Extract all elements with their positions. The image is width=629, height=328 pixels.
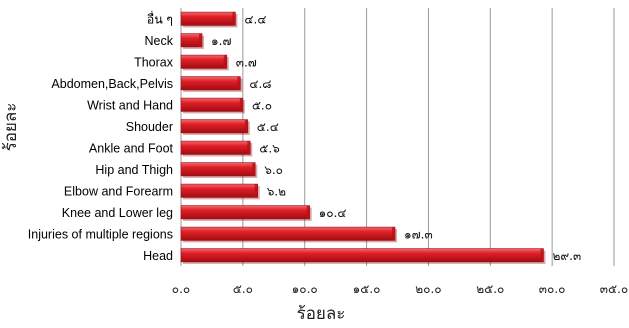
bar xyxy=(180,54,228,69)
x-tick-label: ๓๐.๐ xyxy=(539,282,566,296)
bar-end xyxy=(254,184,258,198)
bar-end xyxy=(540,248,544,262)
bar-end xyxy=(232,12,236,26)
bar-end xyxy=(239,98,243,112)
data-label: ๕.๖ xyxy=(259,141,280,155)
bar xyxy=(180,140,251,155)
category-label: Elbow and Forearm xyxy=(64,184,173,198)
bar xyxy=(180,248,544,263)
data-label: ๔.๘ xyxy=(249,77,271,91)
category-label: Abdomen,Back,Pelvis xyxy=(51,77,173,91)
x-tick-label: ๐.๐ xyxy=(172,282,190,296)
data-label: ๑.๗ xyxy=(211,34,231,48)
category-label: Head xyxy=(143,249,173,263)
data-label: ๖.๒ xyxy=(267,184,286,198)
category-label: Knee and Lower leg xyxy=(62,206,173,220)
bar-end xyxy=(306,205,310,219)
x-tick-label: ๓๕.๐ xyxy=(600,282,628,296)
data-labels: ๔.๔๑.๗๓.๗๔.๘๕.๐๕.๔๕.๖๖.๐๖.๒๑๐.๔๑๗.๓๒๙.๓ xyxy=(211,12,581,263)
category-label: Neck xyxy=(145,34,174,48)
bar xyxy=(180,76,241,91)
bars xyxy=(180,11,546,264)
bar xyxy=(180,33,203,48)
x-tick-label: ๒๕.๐ xyxy=(476,282,504,296)
bar-end xyxy=(199,33,203,47)
data-label: ๒๙.๓ xyxy=(552,249,581,263)
category-labels: อื่น ๆ Neck Thorax Abdomen,Back,Pelvis Wrist… xyxy=(28,10,174,263)
bar xyxy=(180,162,256,177)
category-label: Shouder xyxy=(126,120,173,134)
x-tick-label: ๕.๐ xyxy=(233,282,253,296)
x-axis-title: ร้อยละ xyxy=(297,304,346,324)
category-label: Ankle and Foot xyxy=(89,141,174,155)
data-label: ๖.๐ xyxy=(264,163,283,177)
x-tick-label: ๑๐.๐ xyxy=(292,282,318,296)
category-label: อื่น ๆ xyxy=(147,10,173,26)
category-label: Wrist and Hand xyxy=(87,98,173,112)
data-label: ๓.๗ xyxy=(236,55,257,69)
bar-end xyxy=(392,227,396,241)
y-axis-title: ร้อยละ xyxy=(1,103,21,152)
gridlines xyxy=(180,8,615,266)
bar xyxy=(180,11,236,26)
bar-end xyxy=(223,55,227,69)
bar-end xyxy=(244,119,248,133)
x-tick-label: ๒๐.๐ xyxy=(415,282,441,296)
category-label: Hip and Thigh xyxy=(95,163,173,177)
bar xyxy=(180,226,396,241)
bar-end xyxy=(252,162,256,176)
bar xyxy=(180,205,310,220)
data-label: ๑๐.๔ xyxy=(319,206,347,220)
bar xyxy=(180,119,249,134)
bar xyxy=(180,183,259,198)
data-label: ๑๗.๓ xyxy=(404,227,433,241)
data-label: ๕.๔ xyxy=(257,120,279,134)
data-label: ๔.๔ xyxy=(244,12,266,26)
bar-end xyxy=(247,141,251,155)
category-label: Thorax xyxy=(134,55,174,69)
category-label: Injuries of multiple regions xyxy=(28,227,173,241)
x-tick-label: ๑๕.๐ xyxy=(353,282,381,296)
data-label: ๕.๐ xyxy=(252,98,272,112)
x-axis-ticks: ๐.๐ ๕.๐ ๑๐.๐ ๑๕.๐ ๒๐.๐ ๒๕.๐ ๓๐.๐ ๓๕.๐ xyxy=(172,282,628,296)
bar-end xyxy=(237,76,241,90)
bar xyxy=(180,97,244,112)
